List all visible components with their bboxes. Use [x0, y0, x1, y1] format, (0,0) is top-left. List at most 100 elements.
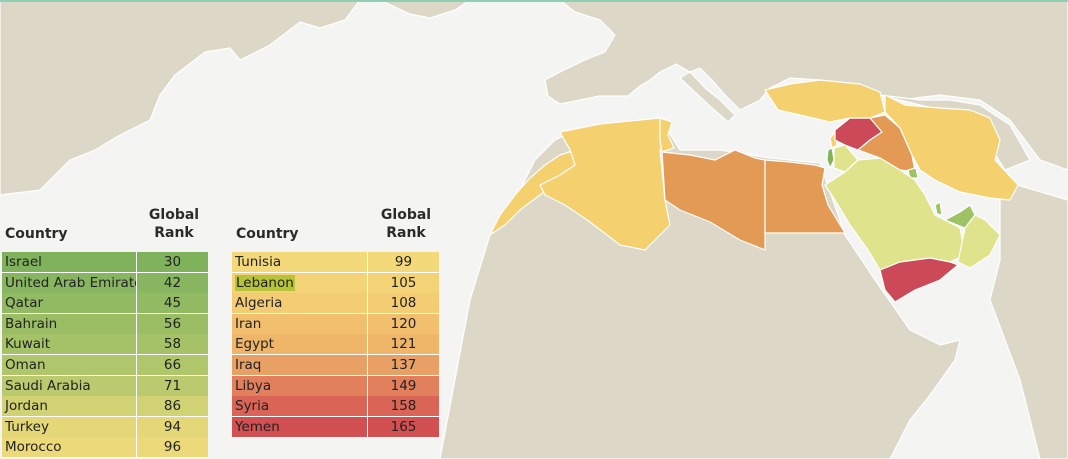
- country-name: Libya: [232, 375, 368, 396]
- table-row: Saudi Arabia 71: [2, 375, 208, 397]
- global-rank: 108: [390, 295, 417, 312]
- country-name: Qatar: [2, 293, 137, 314]
- table-row: Syria 158: [232, 396, 439, 418]
- table-row: United Arab Emirates 42: [2, 272, 208, 294]
- country-name: Turkey: [2, 416, 137, 437]
- country-qatar: [934, 201, 943, 216]
- country-label: Libya: [235, 377, 272, 394]
- country-name: Israel: [2, 252, 137, 272]
- table-row: Tunisia 99: [232, 252, 439, 273]
- global-rank: 158: [390, 398, 417, 415]
- country-name: Iraq: [232, 355, 368, 375]
- country-name: Kuwait: [2, 334, 137, 355]
- country-label: Israel: [5, 254, 42, 270]
- country-egypt: [764, 159, 846, 234]
- global-rank: 105: [390, 274, 417, 291]
- land-asia: [989, 179, 1068, 459]
- country-uae: [944, 204, 976, 229]
- country-label: Egypt: [235, 336, 274, 353]
- table-row: Kuwait 58: [2, 334, 208, 356]
- land-north-america: [0, 0, 361, 196]
- land-italy: [679, 71, 736, 123]
- land-europe: [544, 0, 1068, 171]
- top-accent-line: [0, 0, 1068, 2]
- table-row: Libya 149: [232, 375, 439, 397]
- country-label: Kuwait: [5, 336, 51, 353]
- country-label: Tunisia: [235, 254, 282, 270]
- global-rank: 45: [163, 295, 182, 312]
- country-label: Algeria: [235, 295, 283, 312]
- table-row: Jordan 86: [2, 396, 208, 418]
- country-label: Bahrain: [5, 315, 58, 332]
- country-oman: [957, 214, 1001, 269]
- global-rank: 137: [390, 357, 417, 373]
- global-rank: 96: [163, 439, 182, 456]
- table-row: Turkey 94: [2, 416, 208, 438]
- country-label: Jordan: [5, 398, 48, 415]
- country-label: United Arab Emirates: [5, 274, 137, 291]
- country-name: Yemen: [232, 416, 368, 437]
- table-row: Morocco 96: [2, 437, 208, 459]
- column-header-country: Country: [236, 226, 299, 242]
- country-name: Jordan: [2, 396, 137, 417]
- rank-header-line1: Global: [148, 207, 200, 223]
- country-label: Morocco: [5, 439, 62, 456]
- country-label: Iran: [235, 315, 262, 332]
- rank-header-line2: Rank: [154, 225, 194, 241]
- column-header-rank: Global Rank: [366, 206, 446, 242]
- country-name: Morocco: [2, 437, 137, 458]
- country-label: Oman: [5, 357, 46, 373]
- country-name: Iran: [232, 313, 368, 334]
- global-rank: 30: [163, 254, 182, 270]
- country-saudi-arabia: [824, 157, 966, 271]
- country-name: Lebanon: [232, 272, 368, 293]
- country-label: Saudi Arabia: [5, 377, 91, 394]
- global-rank: 99: [394, 254, 413, 270]
- table-row: Oman 66: [2, 355, 208, 376]
- global-rank: 66: [163, 357, 182, 373]
- table-row: Bahrain 56: [2, 313, 208, 335]
- country-yemen: [879, 257, 959, 303]
- country-name: Egypt: [232, 334, 368, 355]
- country-name: Bahrain: [2, 313, 137, 334]
- table-row: Yemen 165: [232, 416, 439, 438]
- column-header-rank: Global Rank: [134, 206, 214, 242]
- country-name: Algeria: [232, 293, 368, 314]
- global-rank: 58: [163, 336, 182, 353]
- land-greenland: [379, 0, 471, 19]
- country-label: Turkey: [5, 418, 49, 435]
- global-rank: 71: [163, 377, 182, 394]
- global-rank: 165: [390, 418, 417, 435]
- column-header-country: Country: [5, 226, 68, 242]
- global-rank: 94: [163, 418, 182, 435]
- country-israel: [826, 147, 835, 169]
- country-name: Oman: [2, 355, 137, 375]
- country-turkey: [764, 79, 886, 123]
- table-row: Iran 120: [232, 313, 439, 335]
- country-algeria: [539, 117, 671, 251]
- country-name: Tunisia: [232, 252, 368, 272]
- country-name: Saudi Arabia: [2, 375, 137, 396]
- global-rank: 86: [163, 398, 182, 415]
- country-iran: [884, 94, 1019, 201]
- country-tunisia: [659, 117, 675, 153]
- country-label: Iraq: [235, 357, 262, 373]
- global-rank: 120: [390, 315, 417, 332]
- rank-header-line1: Global: [380, 207, 432, 223]
- country-label: Qatar: [5, 295, 44, 312]
- country-label: Lebanon: [235, 274, 295, 291]
- country-name: United Arab Emirates: [2, 272, 137, 293]
- table-row: Lebanon 105: [232, 272, 439, 294]
- global-rank: 42: [163, 274, 182, 291]
- country-name: Syria: [232, 396, 368, 417]
- table-row: Algeria 108: [232, 293, 439, 315]
- global-rank: 121: [390, 336, 417, 353]
- global-rank: 149: [390, 377, 417, 394]
- table-row: Egypt 121: [232, 334, 439, 356]
- table-row: Qatar 45: [2, 293, 208, 315]
- country-label: Yemen: [235, 418, 280, 435]
- table-row: Iraq 137: [232, 355, 439, 376]
- table-row: Israel 30: [2, 252, 208, 273]
- rank-header-line2: Rank: [386, 225, 426, 241]
- global-rank: 56: [163, 315, 182, 332]
